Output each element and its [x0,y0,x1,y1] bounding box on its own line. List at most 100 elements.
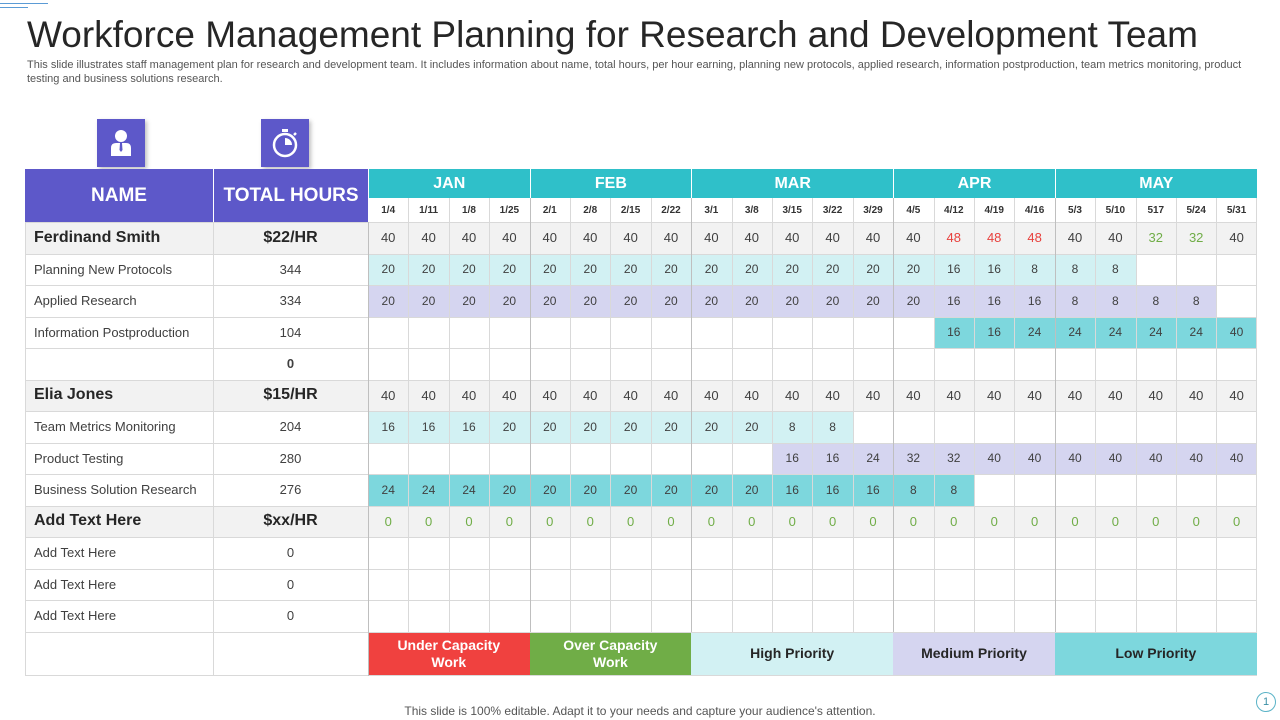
column-divider [213,222,214,676]
task-hours-cell [732,537,772,569]
weekly-hours-cell: 40 [542,387,558,403]
task-hours-cell [812,317,852,349]
weekly-hours-cell: 0 [1030,513,1039,529]
weekly-hours-cell: 40 [1188,387,1204,403]
task-hours-cell [974,474,1014,506]
weekly-hours-cell: 0 [667,513,675,529]
task-hours-cell [610,443,650,475]
weekly-hours-cell: 40 [1108,230,1123,246]
name-column-header: NAME [25,169,213,222]
task-hours-cell: 20 [570,411,611,443]
month-header: MAR [691,169,894,198]
task-hours-cell [1014,537,1054,569]
weekly-hours-cell: 40 [1148,387,1164,403]
task-hours-cell [732,443,772,475]
weekly-hours-cell: 32 [1148,230,1164,246]
column-divider [893,198,895,632]
task-hours-cell: 32 [893,442,934,474]
task-hours-cell: 20 [893,285,934,317]
column-divider [1014,198,1016,632]
column-divider [610,198,612,632]
task-hours-cell [772,537,812,569]
weekly-hours-cell: 0 [1192,513,1200,529]
task-hours-cell [368,569,408,601]
task-hours-cell [368,443,408,475]
task-hours-cell [651,537,691,569]
task-hours-cell: 24 [1135,316,1176,348]
task-hours-cell: 20 [489,474,530,506]
task-hours-cell: 20 [893,253,934,285]
weekly-hours-cell: 40 [380,387,396,403]
week-header: 2/22 [661,204,681,216]
task-hours-cell: 16 [812,474,853,506]
weekly-hours-cell: 40 [1067,230,1083,246]
total-hours-value: 344 [279,261,302,277]
task-hours-cell [732,317,772,349]
task-hours-cell [732,600,772,632]
task-hours-cell [1136,600,1176,632]
task-hours-cell: 16 [933,316,974,348]
task-hours-cell [368,348,408,380]
task-hours-cell [934,569,974,601]
hourly-rate: $22/HR [263,228,318,246]
weekly-hours-cell: 0 [909,513,917,529]
weekly-hours-cell: 40 [986,387,1002,403]
task-hours-cell: 20 [731,285,772,317]
task-hours-cell: 20 [650,474,692,506]
task-hours-cell [772,317,812,349]
total-hours-value: 0 [286,356,295,372]
weekly-hours-cell: 0 [465,513,473,529]
week-header: 2/1 [542,204,557,216]
weekly-hours-cell: 40 [946,387,962,403]
column-divider [489,198,491,632]
task-hours-cell [530,443,570,475]
weekly-hours-cell: 40 [704,387,719,403]
task-hours-cell [449,443,489,475]
task-name [25,348,213,380]
weekly-hours-cell: 40 [825,387,840,403]
task-hours-cell: 20 [812,285,853,317]
weekly-hours-cell: 0 [546,513,554,529]
task-hours-cell: 24 [1014,316,1055,348]
weekly-hours-cell: 40 [1229,230,1244,246]
task-hours-cell: 16 [933,285,974,317]
task-hours-cell: 8 [1176,285,1217,317]
page-subtitle: This slide illustrates staff management … [27,59,1242,85]
task-hours-cell: 20 [529,474,570,506]
task-hours-cell [732,348,772,380]
task-hours-cell [1176,411,1216,443]
row-divider [25,568,1257,570]
task-hours-cell: 20 [812,253,853,285]
legend-low-priority: Low Priority [1054,631,1257,676]
task-name: Applied Research [34,293,137,309]
column-divider [974,198,975,632]
task-hours-cell [1216,285,1256,317]
week-header: 5/31 [1226,204,1247,216]
task-hours-cell [570,569,610,601]
task-name: Information Postproduction [34,324,190,340]
task-hours-cell [449,569,489,601]
person-name: Ferdinand Smith [34,228,161,246]
task-hours-cell: 24 [448,474,490,506]
task-hours-cell [934,600,974,632]
total-hours-column-header: TOTAL HOURS [213,169,368,222]
task-hours-cell: 20 [489,411,530,443]
task-hours-cell [772,600,812,632]
weekly-hours-cell: 40 [623,387,638,403]
corner-decoration [0,0,60,12]
task-hours-cell [1095,600,1135,632]
weekly-hours-cell: 48 [1027,230,1042,246]
weekly-hours-cell: 40 [502,387,517,403]
task-name: Add Text Here [34,576,117,592]
weekly-hours-cell: 0 [828,513,837,529]
weekly-hours-cell: 0 [788,513,796,529]
task-hours-cell: 40 [1216,442,1257,474]
weekly-hours-cell: 40 [582,387,598,403]
weekly-hours-cell: 40 [461,387,477,403]
row-divider [25,505,1257,507]
column-divider [650,198,652,632]
task-hours-cell: 20 [448,285,490,317]
task-hours-cell: 20 [731,411,772,443]
weekly-hours-cell: 0 [707,513,715,529]
task-hours-cell: 20 [731,253,772,285]
